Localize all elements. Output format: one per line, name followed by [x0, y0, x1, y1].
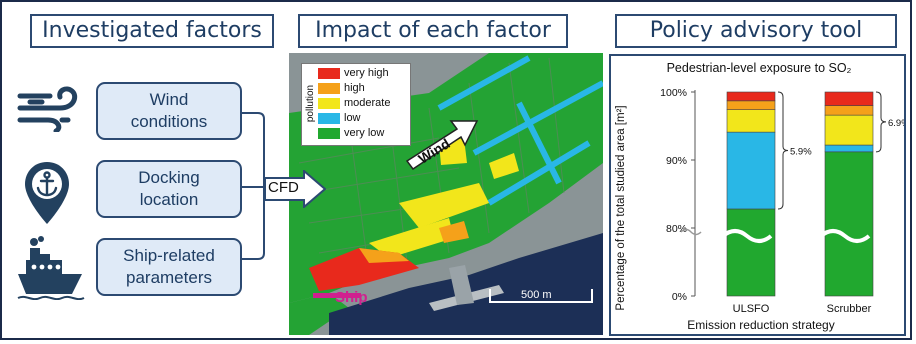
y-tick-label: 90% [666, 155, 687, 167]
bar-segment-low [824, 144, 874, 153]
bar-segment-high [824, 105, 874, 116]
header-investigated-factors: Investigated factors [30, 14, 274, 48]
legend-swatch [318, 83, 340, 94]
factor-wind-conditions: Wind conditions [96, 82, 242, 140]
legend-label: moderate [344, 97, 391, 109]
y-tick-label: 80% [666, 223, 687, 235]
bar-segment-moderate [726, 109, 776, 133]
bar-break-mark [721, 229, 773, 243]
chart-x-ticks: ULSFO Scrubber [733, 303, 872, 315]
legend-axis-label: pollution [305, 84, 317, 123]
ship-icon [17, 236, 85, 300]
exposure-chart-panel: Pedestrian-level exposure to SO₂ Percent… [609, 54, 910, 336]
legend-swatch [318, 98, 340, 109]
header-policy-advisory-tool: Policy advisory tool [615, 14, 897, 48]
header-impact-of-each-factor: Impact of each factor [298, 14, 568, 48]
map-legend: pollution very high high moderate low ve… [301, 63, 411, 146]
chart-y-axis-label: Percentage of the total studied area [m²… [615, 105, 627, 310]
x-tick-label: Scrubber [827, 303, 872, 315]
legend-label: low [344, 112, 361, 124]
y-tick-label: 0% [672, 291, 687, 303]
annotation-brace [777, 91, 789, 210]
bar-segment-very-high [824, 91, 874, 106]
bar-segment-high [726, 100, 776, 110]
cfd-arrow [264, 170, 326, 208]
cfd-label: CFD [268, 179, 299, 196]
bar-segment-very-low [726, 208, 776, 297]
y-tick-label: 100% [660, 87, 687, 99]
factor-ship-related-parameters: Ship-related parameters [96, 238, 242, 296]
wind-icon [17, 86, 78, 132]
legend-label: high [344, 82, 365, 94]
chart-annotations: 5.9% 6.9% [777, 91, 910, 210]
bar-segment-moderate [824, 114, 874, 146]
exposure-chart: Pedestrian-level exposure to SO₂ Percent… [615, 61, 910, 332]
legend-label: very high [344, 67, 389, 79]
factor-docking-location: Docking location [96, 160, 242, 218]
annotation-label: 5.9% [790, 146, 812, 157]
chart-x-axis-label: Emission reduction strategy [687, 318, 834, 332]
chart-bars [721, 91, 874, 297]
pollution-map: Wind Ship 500 m [289, 53, 603, 335]
ship-label: Ship [335, 289, 368, 306]
axis-break-mark [680, 228, 702, 236]
annotation-brace [875, 91, 887, 153]
bar-segment-very-high [726, 91, 776, 102]
bar-segment-low [726, 131, 776, 210]
map-image [289, 53, 603, 335]
location-pin-anchor-icon [25, 162, 69, 224]
x-tick-label: ULSFO [733, 303, 770, 315]
annotation-label: 6.9% [888, 118, 904, 129]
chart-title: Pedestrian-level exposure to SO₂ [667, 61, 852, 75]
chart-y-ticks: 0% 80% 90% 100% [660, 87, 702, 303]
bar-break-mark [819, 229, 871, 243]
legend-label: very low [344, 127, 385, 139]
legend-swatch [318, 68, 340, 79]
bar-segment-very-low [824, 151, 874, 297]
legend-swatch [318, 113, 340, 124]
scale-label: 500 m [521, 289, 552, 301]
legend-swatch [318, 128, 340, 139]
